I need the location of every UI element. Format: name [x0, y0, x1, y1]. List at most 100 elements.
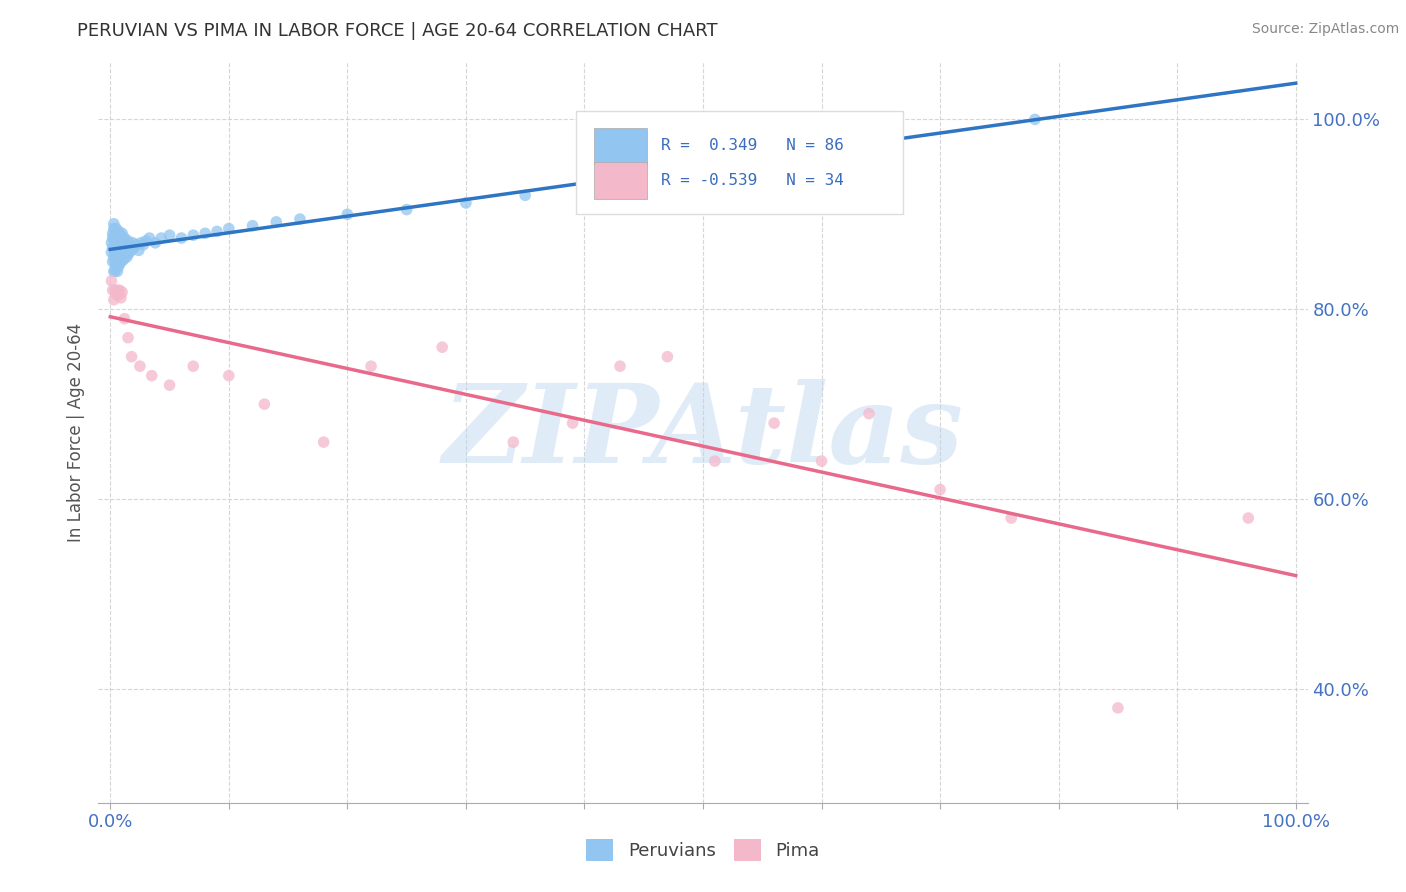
Point	[128, 244, 150, 258]
Point	[107, 260, 129, 274]
Point	[103, 217, 125, 231]
Point	[100, 245, 122, 260]
Point	[105, 247, 128, 261]
Point	[104, 283, 127, 297]
Point	[143, 235, 166, 250]
Point	[105, 283, 128, 297]
Point	[1024, 112, 1046, 127]
Point	[117, 234, 139, 248]
Point	[107, 234, 129, 248]
Point	[1000, 511, 1022, 525]
Text: ZIPAtlas: ZIPAtlas	[443, 379, 963, 486]
Point	[561, 416, 583, 430]
Point	[105, 231, 128, 245]
Point	[703, 454, 725, 468]
Point	[101, 231, 124, 245]
Point	[107, 244, 129, 258]
Point	[129, 359, 152, 374]
Point	[692, 160, 714, 174]
Point	[114, 231, 136, 245]
Point	[110, 228, 132, 243]
Point	[141, 368, 163, 383]
Point	[108, 248, 131, 262]
Point	[103, 250, 125, 264]
Point	[103, 231, 125, 245]
Point	[218, 221, 240, 235]
Point	[105, 260, 128, 274]
Point	[111, 244, 134, 258]
Point	[117, 331, 139, 345]
Point	[103, 221, 125, 235]
Point	[110, 254, 132, 268]
Point	[115, 235, 138, 250]
Point	[108, 230, 131, 244]
Point	[105, 221, 128, 235]
Point	[105, 240, 128, 255]
Point	[114, 311, 136, 326]
Point	[110, 237, 132, 252]
Point	[101, 227, 124, 241]
Point	[107, 224, 129, 238]
Point	[929, 483, 952, 497]
Point	[135, 234, 157, 248]
Point	[105, 254, 128, 268]
Point	[312, 435, 335, 450]
Point	[810, 454, 832, 468]
Point	[132, 237, 155, 252]
Point	[121, 244, 143, 258]
Y-axis label: In Labor Force | Age 20-64: In Labor Force | Age 20-64	[66, 323, 84, 542]
Point	[108, 257, 131, 271]
Point	[858, 407, 880, 421]
Point	[121, 235, 143, 250]
Point	[502, 435, 524, 450]
Point	[101, 283, 124, 297]
Point	[108, 283, 131, 297]
Point	[114, 250, 136, 264]
Point	[125, 237, 148, 252]
Point	[104, 227, 127, 241]
Point	[120, 240, 142, 255]
Point	[763, 416, 786, 430]
Point	[110, 245, 132, 260]
Point	[515, 188, 537, 202]
Point	[111, 235, 134, 250]
Point	[105, 264, 128, 278]
Point	[205, 224, 228, 238]
Point	[112, 244, 135, 258]
Point	[181, 359, 204, 374]
Point	[104, 264, 127, 278]
Point	[101, 254, 124, 268]
Point	[112, 234, 135, 248]
FancyBboxPatch shape	[576, 111, 903, 214]
Point	[105, 237, 128, 252]
Point	[264, 215, 287, 229]
Text: R =  0.349   N = 86: R = 0.349 N = 86	[661, 138, 844, 153]
Point	[105, 250, 128, 264]
Point	[454, 195, 477, 210]
Point	[609, 359, 631, 374]
Point	[114, 248, 136, 262]
Point	[122, 240, 145, 255]
Point	[111, 252, 134, 267]
Point	[114, 238, 136, 252]
Legend: Peruvians, Pima: Peruvians, Pima	[579, 831, 827, 868]
Point	[574, 174, 596, 188]
Point	[103, 293, 125, 307]
Point	[138, 231, 160, 245]
Text: Source: ZipAtlas.com: Source: ZipAtlas.com	[1251, 22, 1399, 37]
Point	[181, 228, 204, 243]
Point	[112, 252, 135, 267]
Point	[117, 247, 139, 261]
Point	[104, 235, 127, 250]
FancyBboxPatch shape	[595, 162, 647, 199]
Text: R = -0.539   N = 34: R = -0.539 N = 34	[661, 173, 844, 188]
Point	[129, 235, 152, 250]
Point	[105, 288, 128, 302]
FancyBboxPatch shape	[595, 128, 647, 164]
Point	[657, 350, 679, 364]
Point	[111, 285, 134, 300]
Point	[336, 207, 359, 221]
Point	[107, 250, 129, 264]
Point	[159, 378, 181, 392]
Point	[100, 235, 122, 250]
